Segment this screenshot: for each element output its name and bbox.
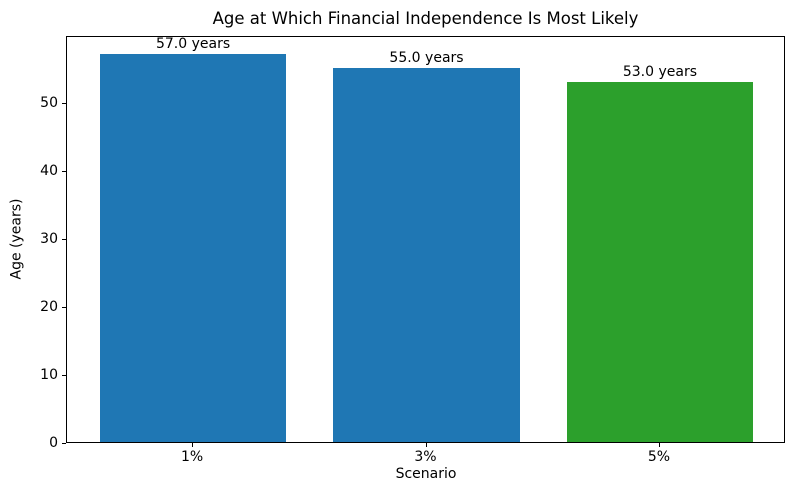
bar-5% (566, 81, 754, 442)
x-tick-mark (192, 443, 194, 447)
y-tick-label: 40 (40, 162, 58, 179)
bar-1% (99, 54, 287, 442)
x-tick-mark (658, 443, 660, 447)
x-axis-label: Scenario (395, 466, 457, 482)
y-tick-mark (62, 102, 66, 104)
y-tick-label: 20 (40, 298, 58, 315)
bar-value-label: 57.0 years (155, 36, 231, 53)
y-tick-label: 30 (40, 230, 58, 247)
y-tick-label: 10 (40, 366, 58, 383)
x-tick-label: 3% (414, 449, 437, 465)
y-tick-mark (62, 374, 66, 376)
x-tick-label: 5% (647, 449, 671, 465)
x-tick-label: 1% (180, 449, 204, 465)
bar-3% (333, 67, 520, 442)
bar-value-label: 53.0 years (622, 63, 698, 80)
y-tick-label: 50 (40, 94, 58, 111)
chart-title: Age at Which Financial Independence Is M… (212, 9, 639, 28)
y-tick-mark (62, 170, 66, 172)
y-tick-mark (62, 306, 66, 308)
y-tick-label: 0 (49, 435, 58, 451)
y-tick-mark (62, 443, 66, 444)
bar-value-label: 55.0 years (389, 49, 464, 66)
x-tick-mark (425, 443, 427, 447)
y-tick-mark (62, 238, 66, 240)
plot-area: 57.0 years 55.0 years 53.0 years (66, 36, 785, 443)
